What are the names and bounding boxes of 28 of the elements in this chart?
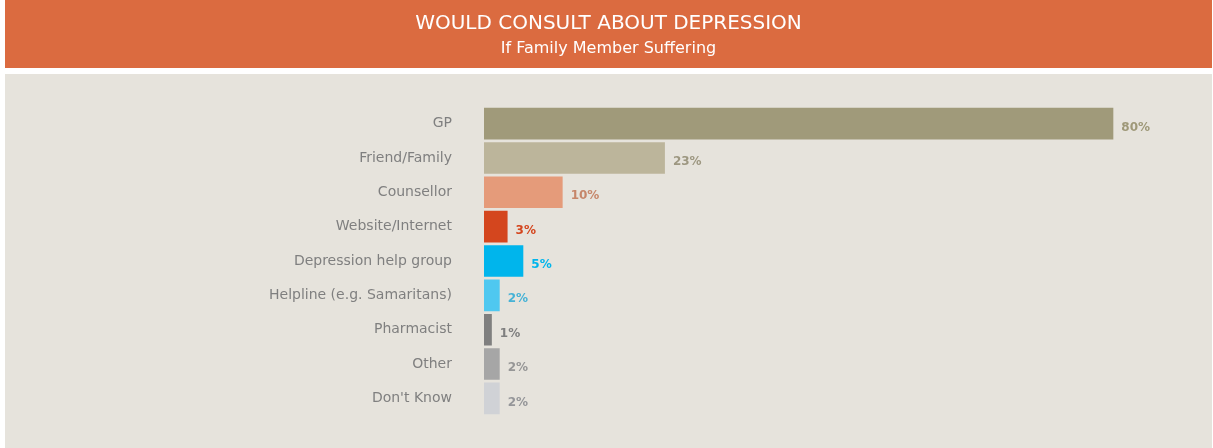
- bar: [483, 348, 500, 380]
- data-label: 2%: [507, 291, 529, 306]
- bar: [483, 210, 508, 243]
- bar: [483, 107, 1114, 140]
- bar: [483, 279, 500, 312]
- y-tick-label: Depression help group: [293, 251, 453, 268]
- data-label: 10%: [570, 188, 600, 203]
- y-tick-label: Pharmacist: [373, 320, 453, 337]
- y-tick-label: Helpline (e.g. Samaritans): [268, 286, 452, 302]
- y-tick-label: Website/Internet: [335, 217, 453, 234]
- chart-subtitle: If Family Member Suffering: [499, 38, 718, 57]
- y-tick-label: Don't Know: [371, 389, 452, 406]
- data-label: 2%: [507, 394, 529, 409]
- y-tick-label: GP: [432, 114, 452, 131]
- data-label: 1%: [499, 325, 521, 340]
- y-tick-label: Counsellor: [377, 182, 453, 199]
- bar: [483, 313, 492, 346]
- data-label: 3%: [515, 222, 536, 237]
- bar: [483, 245, 524, 277]
- y-tick-label: Other: [412, 354, 453, 371]
- y-tick-label: Friend/Family: [359, 148, 452, 165]
- chart-title: WOULD CONSULT ABOUT DEPRESSION: [414, 9, 803, 34]
- data-label: 5%: [531, 257, 552, 272]
- data-label: 2%: [507, 360, 529, 375]
- bar: [483, 142, 665, 174]
- data-label: 23%: [672, 154, 702, 169]
- bar: [483, 176, 563, 209]
- data-label: 80%: [1121, 119, 1151, 134]
